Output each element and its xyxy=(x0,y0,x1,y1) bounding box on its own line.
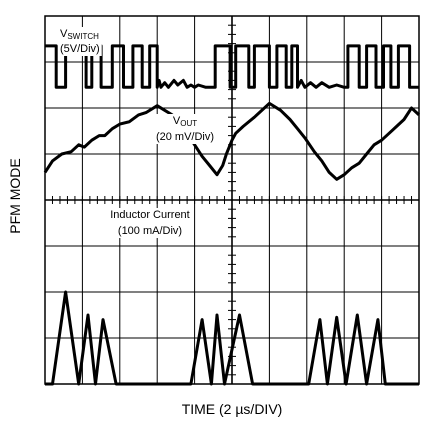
vswitch-trace xyxy=(45,44,419,89)
inductor-current-label-background xyxy=(108,208,192,238)
vout-label-group: VOUT (20 mV/Div) xyxy=(153,114,217,144)
vswitch-scale: (5V/Div) xyxy=(60,43,100,55)
vout-label: VOUT xyxy=(173,115,197,128)
vout-label-main: V xyxy=(173,115,181,127)
inductor-current-label-group: Inductor Current (100 mA/Div) xyxy=(108,208,192,238)
vout-scale: (20 mV/Div) xyxy=(156,131,214,143)
vout-label-subscript: OUT xyxy=(180,119,197,128)
inductor-current-label-main: Inductor Current xyxy=(110,209,189,221)
vout-trace xyxy=(43,101,421,181)
inductor-current-scale: (100 mA/Div) xyxy=(118,225,182,237)
inductor-current-label: Inductor Current xyxy=(110,209,189,221)
vswitch-label-subscript: SWITCH xyxy=(67,32,99,41)
scope-traces xyxy=(43,44,421,386)
inductor-current-trace xyxy=(45,290,419,386)
vswitch-label-background xyxy=(58,27,102,56)
vout-label-background xyxy=(153,114,217,144)
y-axis-label: PFM MODE xyxy=(7,158,23,233)
vswitch-label-group: VSWITCH (5V/Div) xyxy=(58,27,102,56)
vswitch-label: VSWITCH xyxy=(60,28,99,41)
trace-labels: VSWITCH(5V/Div)VOUT(20 mV/Div)Inductor C… xyxy=(58,27,217,238)
x-axis-label: TIME (2 µs/DIV) xyxy=(182,401,283,417)
scope-frame xyxy=(44,15,420,385)
vswitch-label-main: V xyxy=(60,28,68,40)
